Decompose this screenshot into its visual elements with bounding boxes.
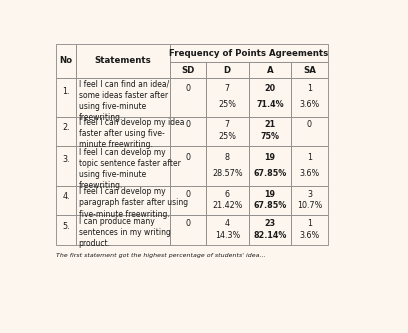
Bar <box>170 186 206 215</box>
Bar <box>170 117 206 146</box>
Text: 14.3%: 14.3% <box>215 231 240 240</box>
Text: D: D <box>224 66 231 75</box>
Bar <box>56 117 76 146</box>
Bar <box>76 44 170 78</box>
Bar <box>170 44 328 62</box>
Bar <box>291 215 328 245</box>
Text: I feel I can develop my
topic sentence faster after
using five-minute
freewritin: I feel I can develop my topic sentence f… <box>78 148 180 190</box>
Bar <box>248 62 291 78</box>
Text: 3.6%: 3.6% <box>299 168 319 177</box>
Text: 0: 0 <box>185 85 190 94</box>
Bar <box>248 215 291 245</box>
Text: I feel I can develop my idea
faster after using five-
minute freewriting.: I feel I can develop my idea faster afte… <box>78 118 184 150</box>
Bar <box>170 78 206 117</box>
Text: 4.: 4. <box>62 192 70 201</box>
Text: 75%: 75% <box>260 132 279 141</box>
Text: 2.: 2. <box>62 123 70 132</box>
Bar <box>206 117 248 146</box>
Text: 25%: 25% <box>218 100 236 109</box>
Bar <box>291 78 328 117</box>
Text: Frequency of Points Agreements: Frequency of Points Agreements <box>169 49 328 58</box>
Text: SD: SD <box>181 66 195 75</box>
Bar <box>206 146 248 186</box>
Bar <box>76 117 170 146</box>
Bar <box>206 62 248 78</box>
Text: 3.: 3. <box>62 155 70 164</box>
Text: 8: 8 <box>225 153 230 162</box>
Text: 20: 20 <box>264 85 275 94</box>
Text: 7: 7 <box>225 85 230 94</box>
Text: 67.85%: 67.85% <box>253 201 286 210</box>
Bar <box>56 215 76 245</box>
Bar <box>56 186 76 215</box>
Text: 0: 0 <box>185 189 190 198</box>
Bar <box>76 186 170 215</box>
Text: 19: 19 <box>264 189 275 198</box>
Text: 4: 4 <box>225 219 230 228</box>
Bar <box>56 146 76 186</box>
Text: 28.57%: 28.57% <box>212 168 243 177</box>
Text: The first statement got the highest percentage of students' idea...: The first statement got the highest perc… <box>56 252 265 257</box>
Text: 82.14%: 82.14% <box>253 231 287 240</box>
Bar <box>291 146 328 186</box>
Text: 19: 19 <box>264 153 275 162</box>
Text: 21: 21 <box>264 121 275 130</box>
Bar <box>206 215 248 245</box>
Text: I can produce many
sentences in my writing
product.: I can produce many sentences in my writi… <box>78 217 171 248</box>
Text: 21.42%: 21.42% <box>212 201 242 210</box>
Text: No: No <box>60 57 73 66</box>
Text: 23: 23 <box>264 219 275 228</box>
Text: SA: SA <box>303 66 316 75</box>
Text: 6: 6 <box>225 189 230 198</box>
Text: 1: 1 <box>307 153 312 162</box>
Text: A: A <box>267 66 273 75</box>
Bar <box>206 186 248 215</box>
Bar <box>291 186 328 215</box>
Bar <box>76 146 170 186</box>
Text: 5.: 5. <box>62 222 70 231</box>
Bar <box>248 78 291 117</box>
Bar <box>170 62 206 78</box>
Text: 3.6%: 3.6% <box>299 100 319 109</box>
Bar <box>248 117 291 146</box>
Bar <box>56 44 76 78</box>
Bar <box>291 62 328 78</box>
Bar <box>76 78 170 117</box>
Text: 0: 0 <box>185 121 190 130</box>
Bar <box>76 215 170 245</box>
Text: 3: 3 <box>307 189 312 198</box>
Text: 0: 0 <box>185 153 190 162</box>
Text: 25%: 25% <box>218 132 236 141</box>
Bar <box>248 146 291 186</box>
Text: 3.6%: 3.6% <box>299 231 319 240</box>
Bar <box>206 78 248 117</box>
Text: I feel I can find an idea/
some ideas faster after
using five-minute
freewriting: I feel I can find an idea/ some ideas fa… <box>78 80 169 122</box>
Bar <box>56 78 76 117</box>
Text: 1.: 1. <box>62 87 70 96</box>
Text: 1: 1 <box>307 219 312 228</box>
Text: 0: 0 <box>185 219 190 228</box>
Text: 0: 0 <box>307 121 312 130</box>
Text: 67.85%: 67.85% <box>253 168 286 177</box>
Bar <box>170 146 206 186</box>
Text: 10.7%: 10.7% <box>297 201 322 210</box>
Text: I feel I can develop my
paragraph faster after using
five-minute freewriting.: I feel I can develop my paragraph faster… <box>78 187 188 218</box>
Bar <box>248 186 291 215</box>
Text: 71.4%: 71.4% <box>256 100 284 109</box>
Text: Statements: Statements <box>95 57 151 66</box>
Bar <box>291 117 328 146</box>
Text: 1: 1 <box>307 85 312 94</box>
Text: 7: 7 <box>225 121 230 130</box>
Bar <box>170 215 206 245</box>
